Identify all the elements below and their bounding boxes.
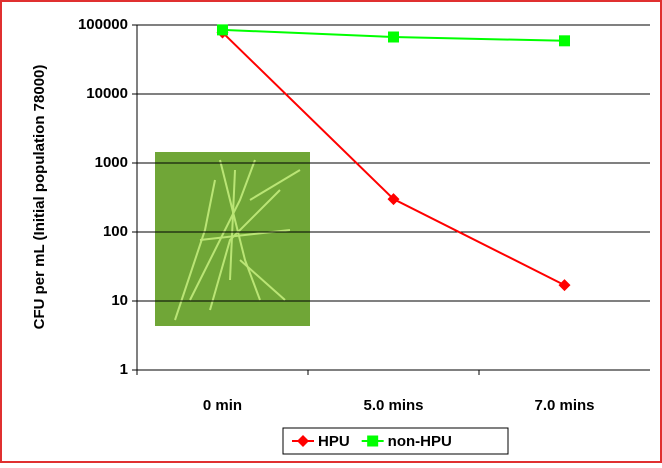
marker <box>559 35 570 47</box>
y-tick-label: 1 <box>120 361 128 378</box>
legend-label: non-HPU <box>388 433 452 450</box>
marker <box>558 279 571 292</box>
y-axis-title: CFU per mL (Initial population 78000) <box>31 65 48 330</box>
marker <box>388 31 399 43</box>
inset-image <box>155 152 310 326</box>
y-tick-label: 10 <box>111 292 128 309</box>
legend: HPU non-HPU <box>282 427 509 455</box>
marker <box>387 193 400 206</box>
y-tick-label: 1000 <box>95 154 128 171</box>
x-tick-label: 7.0 mins <box>534 397 594 414</box>
x-tick-label: 5.0 mins <box>363 397 423 414</box>
y-tick-label: 10000 <box>86 85 128 102</box>
marker <box>217 24 228 36</box>
x-tick-label: 0 min <box>203 397 242 414</box>
marker <box>367 435 379 447</box>
y-tick-label: 100 <box>103 223 128 240</box>
y-tick-label: 100000 <box>78 16 128 33</box>
legend-label: HPU <box>318 433 350 450</box>
marker <box>297 435 309 447</box>
